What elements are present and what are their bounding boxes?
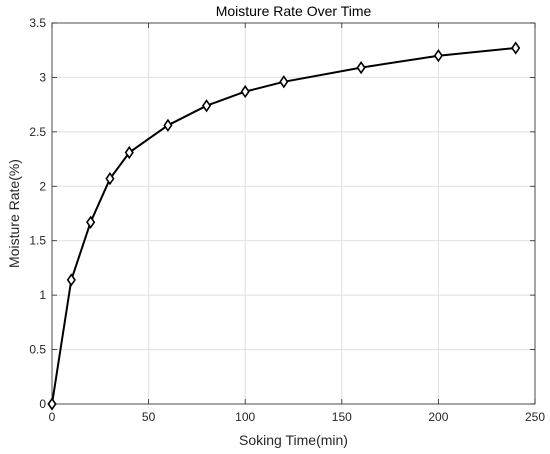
- data-point-marker: [86, 215, 96, 229]
- data-point-marker: [163, 118, 173, 132]
- tick-labels: 0 50 100 150 200 250 0 0.5 1 1.5 2 2.5 3 3.5: [29, 16, 545, 424]
- x-tick-label: 100: [235, 410, 255, 424]
- data-point-marker: [124, 145, 134, 160]
- chart-title: Moisture Rate Over Time: [216, 3, 372, 19]
- x-tick-label: 50: [142, 410, 156, 424]
- data-point-marker: [66, 273, 76, 287]
- plot-area-frame: [51, 22, 536, 405]
- y-tick-label: 2.5: [29, 125, 46, 139]
- y-tick-label: 2: [39, 179, 46, 193]
- data-point-marker: [279, 75, 289, 89]
- data-point-marker: [47, 397, 57, 411]
- y-tick-label: 3: [39, 70, 46, 84]
- y-tick-label: 1.5: [29, 234, 46, 248]
- data-point-marker: [433, 49, 443, 63]
- data-point-marker: [356, 61, 366, 75]
- series-line: [51, 47, 516, 405]
- series-group: [47, 41, 521, 411]
- y-tick-label: 1: [39, 288, 46, 302]
- x-tick-label: 250: [525, 410, 545, 424]
- x-tick-label: 150: [332, 410, 352, 424]
- x-tick-label: 0: [49, 410, 56, 424]
- x-tick-label: 200: [428, 410, 448, 424]
- y-axis-label: Moisture Rate(%): [6, 159, 22, 268]
- data-point-marker: [511, 41, 521, 55]
- axis-ticks: [51, 22, 536, 405]
- x-axis-label: Soking Time(min): [239, 432, 348, 448]
- y-tick-label: 0.5: [29, 343, 46, 357]
- y-tick-label: 3.5: [29, 16, 46, 30]
- y-tick-label: 0: [39, 397, 46, 411]
- data-point-marker: [105, 172, 115, 186]
- data-point-marker: [201, 99, 212, 113]
- data-point-marker: [240, 84, 250, 99]
